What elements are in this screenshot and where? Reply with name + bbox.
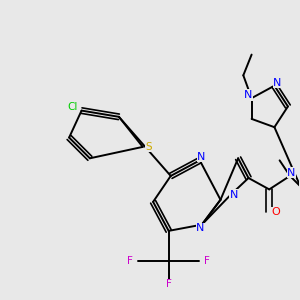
Text: F: F	[204, 256, 209, 266]
Text: Cl: Cl	[67, 103, 77, 112]
Text: S: S	[146, 142, 152, 152]
Text: N: N	[244, 90, 253, 100]
Text: N: N	[196, 224, 205, 233]
Text: O: O	[272, 207, 280, 217]
Text: N: N	[273, 78, 282, 88]
Text: N: N	[230, 190, 238, 200]
Text: F: F	[166, 279, 172, 289]
Text: N: N	[287, 168, 296, 178]
Text: F: F	[127, 256, 133, 266]
Text: N: N	[197, 152, 206, 162]
